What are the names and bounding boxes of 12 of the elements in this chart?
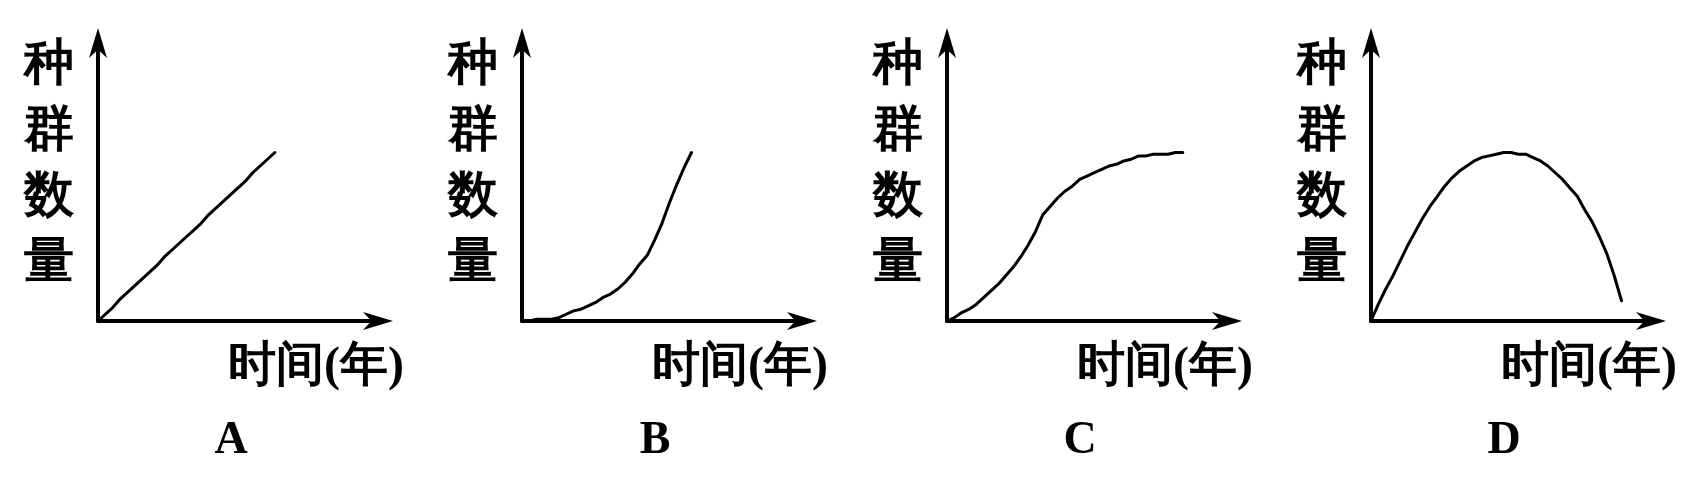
x-axis-title: 时间(年): [1501, 336, 1677, 391]
text: A: [214, 411, 248, 463]
y-axis-title: 种群数量: [22, 34, 75, 288]
y-axis-title: 种群数量: [446, 34, 499, 288]
text: C: [1063, 411, 1097, 463]
x-axis-title: 时间(年): [652, 336, 828, 391]
y-axis-title: 种群数量: [1295, 34, 1348, 288]
text: D: [1487, 411, 1521, 463]
text: B: [639, 411, 671, 463]
x-axis-title: 时间(年): [1077, 336, 1253, 391]
y-axis-title: 种群数量: [871, 34, 924, 288]
x-axis-title: 时间(年): [228, 336, 404, 391]
